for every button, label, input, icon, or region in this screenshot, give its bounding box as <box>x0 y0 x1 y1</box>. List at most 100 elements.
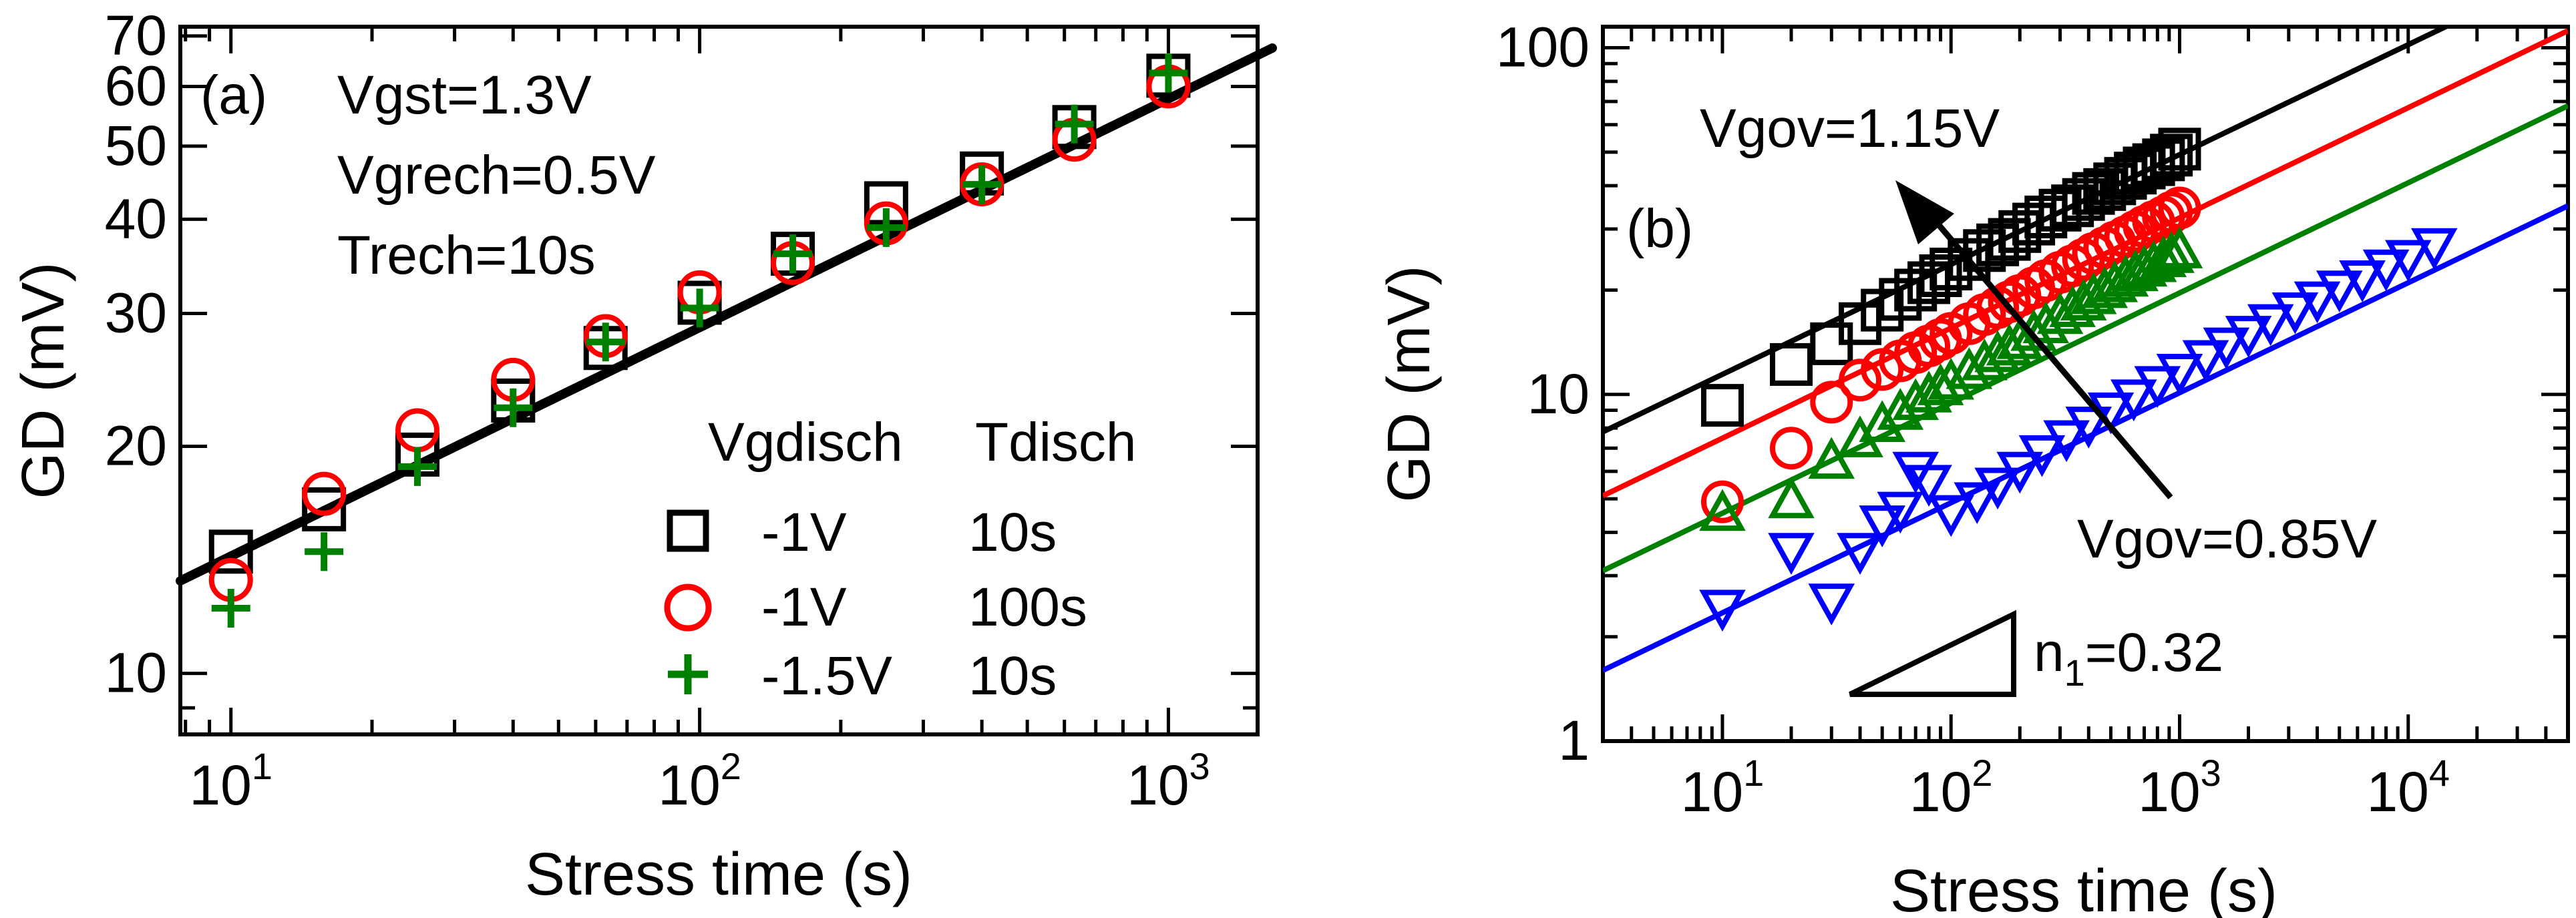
data-point <box>208 529 253 574</box>
annotation-vgov-bottom: Vgov=0.85V <box>2077 509 2377 569</box>
x-tick-label: 101 <box>1681 752 1765 823</box>
data-point <box>1974 467 2021 510</box>
x-tick-label: 103 <box>1127 745 1210 817</box>
y-tick-label: 40 <box>105 187 167 250</box>
data-point <box>1859 400 1905 442</box>
data-point <box>2158 128 2201 171</box>
y-tick-label: 10 <box>1527 363 1590 425</box>
data-point <box>773 234 813 274</box>
x-tick-label: 102 <box>658 745 741 817</box>
data-point <box>1149 53 1188 93</box>
data-point <box>1859 505 1905 547</box>
data-point <box>2043 420 2090 463</box>
series <box>211 53 1188 628</box>
data-point <box>1905 465 1952 507</box>
data-point <box>1810 381 1853 424</box>
data-point <box>305 532 344 571</box>
x-axis-label-b: Stress time (s) <box>1890 858 2277 918</box>
annotation-vgrech: Vgrech=0.5V <box>337 145 656 206</box>
data-point <box>398 447 437 486</box>
plot-frame-a <box>178 25 1260 736</box>
slope-triangle <box>1849 610 2016 697</box>
data-point <box>2247 304 2294 347</box>
data-point <box>1998 210 2042 253</box>
data-point <box>1839 359 1882 402</box>
annotation-trech: Trech=10s <box>337 225 596 286</box>
data-point <box>866 208 906 247</box>
x-tick-label: 101 <box>189 745 272 817</box>
x-axis-label-a: Stress time (s) <box>525 841 912 908</box>
data-point <box>1988 218 2031 261</box>
data-point <box>1927 357 1975 400</box>
data-point <box>2148 231 2195 273</box>
data-point <box>1700 384 1744 427</box>
data-point <box>1996 451 2044 494</box>
fit-line <box>1603 103 2568 573</box>
data-point <box>680 288 719 328</box>
ticks-b: 101 102 103 104 1 10 100 <box>1496 16 2570 823</box>
data-point <box>2018 435 2066 477</box>
y-tick-label: 30 <box>105 282 167 345</box>
data-point <box>2156 226 2203 268</box>
data-point <box>1974 330 2021 373</box>
arrow-line <box>1921 205 2173 499</box>
legend-entry-2-vg: -1V <box>761 577 847 638</box>
data-point <box>2316 270 2363 312</box>
plot-frame-b <box>1601 25 2570 743</box>
legend-entry-2-t: 100s <box>968 577 1087 638</box>
panel-label-b: (b) <box>1626 198 1693 259</box>
data-point <box>2339 260 2386 302</box>
data-point <box>1927 495 1975 537</box>
data-point <box>2271 292 2319 334</box>
legend-header-tdisch: Tdisch <box>975 412 1137 473</box>
data-point <box>1948 238 1991 281</box>
data-point <box>2134 366 2181 409</box>
data-point <box>2140 235 2187 278</box>
data-point <box>2182 340 2229 383</box>
x-tick-label: 102 <box>1909 752 1993 823</box>
series-a <box>208 53 1191 628</box>
data-point <box>962 165 1002 204</box>
data-point <box>2150 134 2193 177</box>
fit-line <box>1603 28 2568 499</box>
slope-label: n1=0.32 <box>2034 622 2223 694</box>
data-point <box>1699 489 1746 531</box>
data-point <box>2384 240 2432 282</box>
data-point <box>1769 342 1813 386</box>
data-point <box>1699 590 1746 632</box>
annotation-vgov-top: Vgov=1.15V <box>1700 98 2000 159</box>
data-point <box>586 322 625 362</box>
data-point <box>1892 451 1940 494</box>
y-tick-label: 70 <box>105 4 167 67</box>
legend-a: Vgdisch Tdisch -1V 10s -1V 100s -1.5V 10… <box>664 412 1137 706</box>
y-tick-label: 100 <box>1496 16 1590 79</box>
data-point <box>1905 371 1952 413</box>
data-point <box>1808 437 1855 479</box>
data-point <box>1055 104 1094 144</box>
series <box>1699 226 2203 531</box>
data-point <box>2070 272 2117 314</box>
y-tick-label: 20 <box>105 414 167 477</box>
legend-entry-3-t: 10s <box>968 646 1057 706</box>
x-tick-label: 104 <box>2366 752 2450 823</box>
legend-header-vgdisch: Vgdisch <box>708 412 903 473</box>
data-point <box>1954 482 2001 525</box>
data-point <box>2410 228 2458 270</box>
legend-entry-1-vg: -1V <box>761 502 847 563</box>
data-point <box>2156 354 2203 396</box>
data-point <box>1877 491 1924 534</box>
data-point <box>211 589 250 628</box>
data-point <box>2362 249 2410 292</box>
legend-entry-1-t: 10s <box>968 502 1057 563</box>
data-point <box>494 388 533 427</box>
data-point <box>2065 407 2112 449</box>
annotation-vgst: Vgst=1.3V <box>337 65 592 126</box>
legend-marker-square <box>667 509 709 552</box>
data-point <box>1808 584 1855 626</box>
y-tick-label: 50 <box>105 114 167 177</box>
data-point <box>2293 281 2341 324</box>
arrow-head <box>1895 180 1954 244</box>
data-point <box>1837 533 1883 575</box>
y-axis-label-b: GD (mV) <box>1376 266 1443 503</box>
